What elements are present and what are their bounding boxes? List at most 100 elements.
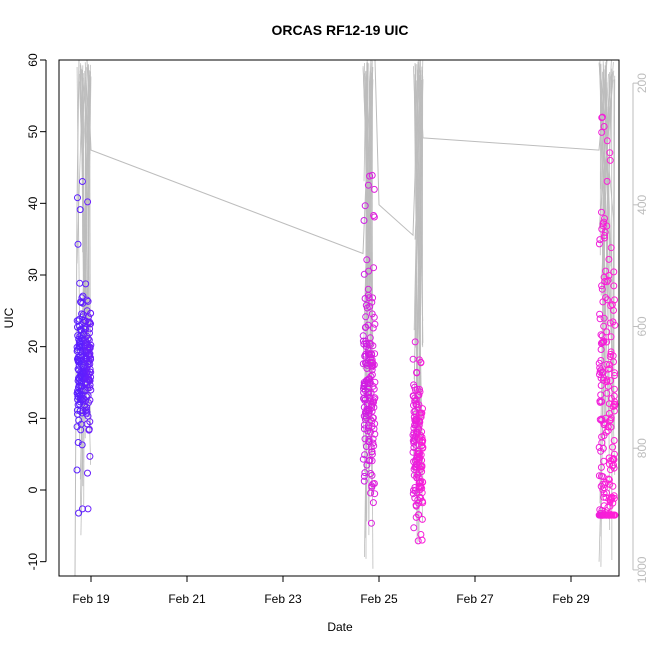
data-point	[596, 416, 604, 424]
data-point	[606, 319, 614, 327]
y2-tick-label: 200	[635, 73, 649, 93]
data-point	[362, 313, 370, 321]
data-point	[610, 385, 618, 393]
data-point	[409, 355, 417, 363]
pressure-line-segment	[598, 79, 611, 229]
data-point	[412, 432, 420, 440]
data-point	[77, 299, 85, 306]
pressure-line-segment	[76, 65, 84, 264]
data-point	[414, 470, 422, 478]
data-point	[75, 509, 83, 517]
data-point	[365, 375, 373, 383]
data-point	[600, 457, 608, 465]
data-point	[368, 366, 376, 374]
data-point	[368, 457, 376, 465]
data-point	[600, 432, 608, 440]
data-point	[369, 480, 377, 488]
data-point	[362, 340, 370, 348]
data-point	[415, 474, 423, 482]
chart-title: ORCAS RF12-19 UIC	[272, 22, 409, 38]
data-point	[411, 397, 419, 405]
pressure-line-segment	[84, 70, 86, 153]
data-point	[366, 380, 374, 388]
data-point	[597, 382, 605, 389]
data-point	[610, 282, 618, 290]
data-point	[412, 396, 420, 404]
data-point	[604, 276, 612, 284]
data-point	[414, 511, 422, 519]
data-point	[78, 294, 86, 302]
data-point	[76, 339, 84, 347]
data-point	[360, 477, 368, 485]
data-point	[596, 310, 604, 318]
data-point	[606, 417, 614, 425]
y-tick-label: 60	[26, 53, 40, 67]
data-points-layer	[73, 113, 619, 545]
data-point	[81, 372, 89, 380]
data-point	[418, 438, 426, 446]
data-point	[416, 433, 424, 441]
data-point	[83, 406, 90, 414]
x-tick-label: Feb 21	[168, 592, 206, 606]
data-point	[411, 494, 419, 502]
pressure-line-segment	[599, 65, 615, 225]
data-point	[608, 494, 616, 502]
data-point	[74, 240, 82, 248]
data-point	[76, 375, 84, 383]
data-point	[603, 278, 611, 286]
data-point	[86, 452, 94, 460]
data-point	[368, 171, 376, 179]
data-point	[607, 333, 615, 341]
pressure-line-segment	[419, 72, 424, 348]
y-tick-label: 50	[26, 125, 40, 139]
data-point	[410, 429, 418, 437]
data-point	[75, 362, 83, 370]
data-point	[75, 366, 83, 374]
data-point	[370, 425, 378, 433]
data-point	[606, 496, 614, 503]
data-point	[359, 455, 367, 463]
x-tick-label: Feb 25	[360, 592, 398, 606]
data-point	[77, 326, 85, 334]
y-tick-label: 20	[26, 340, 40, 354]
data-point	[78, 391, 86, 399]
data-point	[410, 381, 418, 389]
data-point	[598, 282, 606, 290]
data-point	[600, 123, 608, 130]
data-point	[75, 343, 83, 351]
data-point	[607, 377, 615, 385]
y-tick-label: 40	[26, 196, 40, 210]
data-point	[410, 524, 418, 532]
data-point	[608, 301, 616, 309]
data-point	[84, 198, 92, 206]
data-point	[366, 394, 374, 402]
data-point	[83, 381, 91, 389]
pressure-line-layer	[74, 59, 616, 577]
data-point	[75, 374, 82, 382]
data-point	[367, 401, 375, 409]
data-point	[416, 493, 424, 501]
data-point	[410, 486, 417, 494]
data-point	[83, 339, 91, 347]
data-point	[599, 222, 607, 230]
data-point	[367, 416, 375, 424]
data-point	[600, 314, 608, 322]
y2-tick-label: 1000	[635, 556, 649, 583]
data-point	[597, 482, 605, 490]
data-point	[74, 410, 81, 418]
data-point	[601, 481, 609, 488]
data-point	[602, 267, 610, 275]
data-point	[418, 536, 426, 544]
data-point	[595, 443, 603, 451]
data-point	[606, 156, 614, 164]
data-point	[598, 285, 606, 293]
data-point	[411, 407, 419, 415]
data-point	[362, 359, 369, 367]
data-point	[80, 395, 88, 403]
data-point	[76, 279, 84, 287]
data-point	[607, 302, 615, 310]
pressure-line-segment	[413, 75, 419, 477]
y-tick-label: 30	[26, 268, 40, 282]
data-point	[362, 352, 370, 360]
data-point	[364, 181, 372, 189]
